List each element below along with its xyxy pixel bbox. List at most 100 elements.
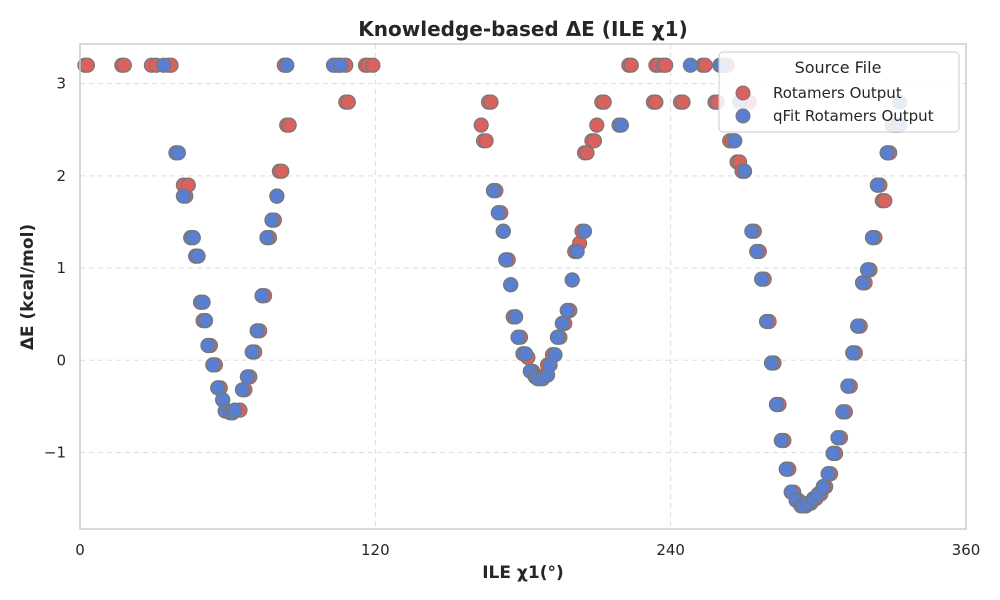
x-tick-label: 240 bbox=[656, 541, 685, 559]
qfit-rotamers-point bbox=[244, 344, 260, 360]
legend: Source File Rotamers Output qFit Rotamer… bbox=[718, 51, 960, 133]
qfit-rotamers-point bbox=[850, 318, 866, 334]
rotamers-point bbox=[877, 193, 893, 209]
rotamers-point bbox=[483, 94, 499, 110]
qfit-rotamers-point bbox=[736, 163, 753, 179]
qfit-rotamers-point bbox=[547, 347, 563, 363]
rotamers-point bbox=[658, 57, 674, 73]
qfit-rotamers-point bbox=[564, 272, 580, 288]
qfit-rotamers-point bbox=[190, 248, 206, 264]
qfit-rotamers-point bbox=[682, 57, 699, 73]
qfit-rotamers-point bbox=[510, 329, 526, 345]
qfit-rotamers-point bbox=[254, 288, 270, 304]
qfit-rotamers-point bbox=[869, 177, 886, 193]
qfit-rotamers-point bbox=[517, 346, 534, 362]
qfit-rotamers-point bbox=[197, 313, 214, 329]
qfit-rotamers-point bbox=[490, 205, 506, 221]
qfit-rotamers-point bbox=[559, 302, 575, 319]
y-tick-label: −1 bbox=[44, 443, 66, 461]
qfit-rotamers-point bbox=[613, 117, 630, 133]
chart-title: Knowledge-based ΔE (ILE χ1) bbox=[358, 17, 687, 41]
legend-label-qfit: qFit Rotamers Output bbox=[773, 107, 934, 125]
qfit-rotamers-point bbox=[815, 479, 831, 495]
qfit-rotamers-point bbox=[175, 188, 191, 204]
qfit-rotamers-point bbox=[854, 275, 871, 291]
qfit-rotamers-point bbox=[825, 445, 841, 461]
legend-title: Source File bbox=[795, 58, 882, 77]
rotamers-point bbox=[365, 57, 381, 73]
legend-box bbox=[718, 51, 960, 133]
rotamers-point bbox=[281, 117, 297, 133]
y-tick-label: 0 bbox=[56, 351, 66, 369]
qfit-rotamers-point bbox=[269, 188, 285, 204]
qfit-rotamers-point bbox=[185, 230, 201, 246]
qfit-rotamers-point bbox=[156, 57, 172, 73]
qfit-rotamers-point bbox=[554, 315, 571, 331]
qfit-rotamers-point bbox=[227, 402, 243, 418]
qfit-rotamers-point bbox=[485, 183, 502, 199]
qfit-rotamers-point bbox=[576, 223, 593, 239]
rotamers-point bbox=[596, 94, 612, 110]
qfit-rotamers-point bbox=[773, 432, 790, 449]
x-tick-label: 120 bbox=[361, 541, 390, 559]
qfit-rotamers-point bbox=[195, 294, 211, 310]
qfit-rotamers-point bbox=[763, 355, 780, 371]
rotamers-point bbox=[116, 57, 132, 73]
qfit-rotamers-point bbox=[727, 133, 743, 149]
rotamers-point bbox=[586, 133, 603, 149]
qfit-rotamers-point bbox=[749, 243, 765, 260]
rotamers-point bbox=[648, 94, 664, 110]
qfit-rotamers-point bbox=[840, 378, 856, 394]
x-tick-label: 360 bbox=[952, 541, 981, 559]
legend-marker-qfit bbox=[735, 108, 751, 124]
rotamers-point bbox=[274, 163, 290, 179]
qfit-rotamers-point bbox=[495, 223, 511, 239]
y-tick-label: 3 bbox=[56, 75, 66, 93]
qfit-rotamers-point bbox=[333, 57, 349, 73]
rotamers-point bbox=[340, 94, 356, 110]
legend-label-rotamers: Rotamers Output bbox=[773, 84, 902, 102]
qfit-rotamers-point bbox=[239, 369, 255, 385]
qfit-rotamers-point bbox=[249, 323, 265, 339]
x-axis-label: ILE χ1(°) bbox=[482, 563, 564, 583]
qfit-rotamers-point bbox=[758, 313, 775, 330]
rotamers-point bbox=[589, 117, 605, 133]
qfit-rotamers-point bbox=[820, 466, 836, 482]
qfit-rotamers-point bbox=[778, 461, 794, 477]
qfit-rotamers-point bbox=[503, 277, 519, 293]
y-axis-label: ΔE (kcal/mol) bbox=[18, 224, 38, 350]
rotamers-point bbox=[623, 57, 639, 73]
qfit-rotamers-point bbox=[569, 243, 585, 260]
qfit-rotamers-point bbox=[170, 145, 186, 161]
qfit-rotamers-point bbox=[234, 382, 250, 398]
y-tick-label: 1 bbox=[56, 259, 66, 277]
plot-frame bbox=[79, 43, 967, 530]
qfit-rotamers-point bbox=[264, 212, 280, 228]
qfit-rotamers-point bbox=[549, 329, 566, 345]
qfit-rotamers-point bbox=[259, 230, 275, 246]
qfit-rotamers-point bbox=[859, 262, 876, 278]
y-tick-label: 2 bbox=[56, 167, 66, 185]
scatter-points bbox=[77, 57, 908, 514]
qfit-rotamers-point bbox=[279, 57, 295, 73]
qfit-rotamers-point bbox=[835, 404, 851, 420]
qfit-rotamers-point bbox=[498, 252, 514, 268]
qfit-rotamers-point bbox=[845, 345, 861, 361]
rotamers-point bbox=[697, 57, 713, 73]
qfit-rotamers-point bbox=[205, 357, 221, 373]
rotamers-point bbox=[675, 94, 691, 110]
qfit-rotamers-point bbox=[864, 230, 881, 246]
qfit-rotamers-point bbox=[200, 337, 216, 354]
rotamers-point bbox=[79, 57, 96, 73]
rotamers-point bbox=[478, 133, 494, 149]
rotamers-point bbox=[473, 117, 489, 133]
qfit-rotamers-point bbox=[744, 223, 760, 239]
qfit-rotamers-point bbox=[830, 430, 846, 446]
qfit-rotamers-point bbox=[507, 309, 524, 325]
qfit-rotamers-point bbox=[768, 396, 785, 413]
tick-labels: 0 120 240 360 −1 0 1 2 3 bbox=[44, 75, 980, 559]
qfit-rotamers-point bbox=[754, 271, 770, 287]
legend-marker-rotamers bbox=[735, 85, 751, 101]
x-tick-label: 0 bbox=[75, 541, 85, 559]
